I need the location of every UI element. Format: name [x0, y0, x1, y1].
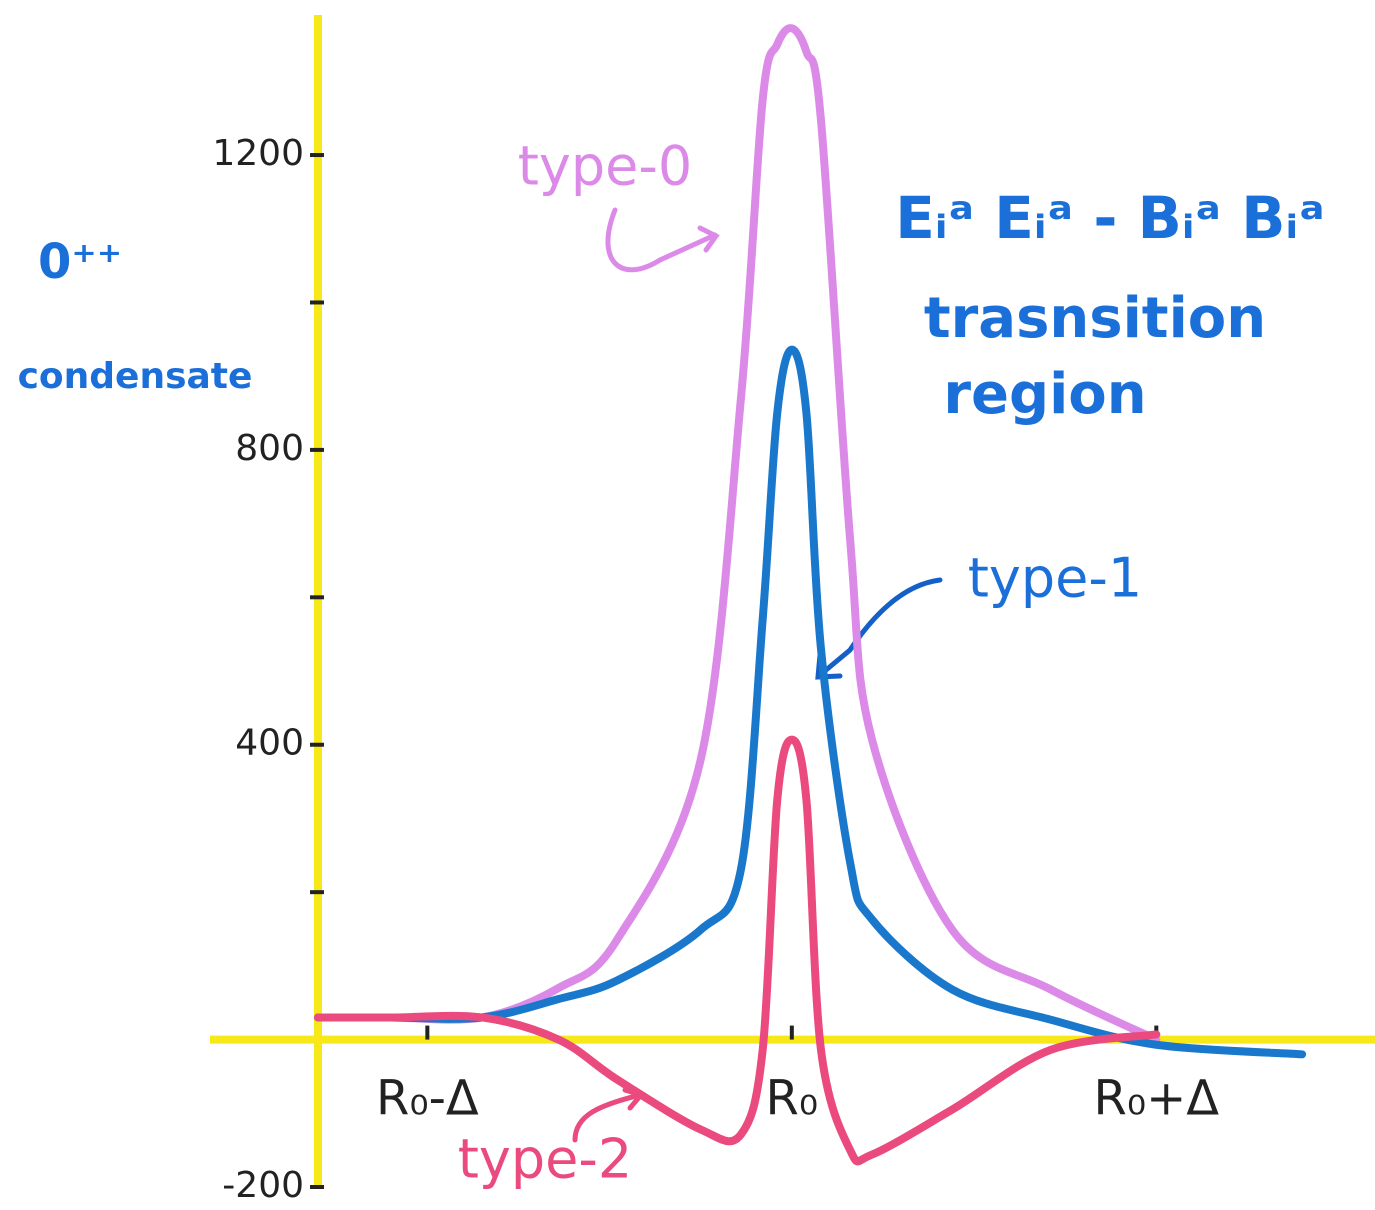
series-label: type-0 [518, 135, 692, 198]
series-label: type-2 [458, 1128, 632, 1191]
y-tick-label: -200 [222, 1165, 304, 1206]
series-line [314, 735, 1161, 1166]
series-line [314, 24, 1161, 1044]
x-tick-label: R₀ [766, 1071, 819, 1127]
annotation: trasnsition [924, 286, 1266, 351]
y-tick-label: 400 [235, 723, 304, 764]
x-tick-label: R₀-Δ [376, 1071, 479, 1127]
y-label: condensate [18, 356, 253, 397]
series-line [314, 345, 1307, 1059]
x-tick-label: R₀+Δ [1093, 1071, 1219, 1127]
annotation: region [943, 362, 1146, 427]
arrow [815, 577, 943, 680]
y-tick-label: 1200 [212, 133, 304, 174]
annotation: Eᵢᵃ Eᵢᵃ - Bᵢᵃ Bᵢᵃ [895, 184, 1325, 252]
arrow [605, 207, 720, 273]
y-label: 0⁺⁺ [38, 234, 122, 290]
y-tick-label: 800 [235, 428, 304, 469]
series-label: type-1 [968, 547, 1142, 610]
